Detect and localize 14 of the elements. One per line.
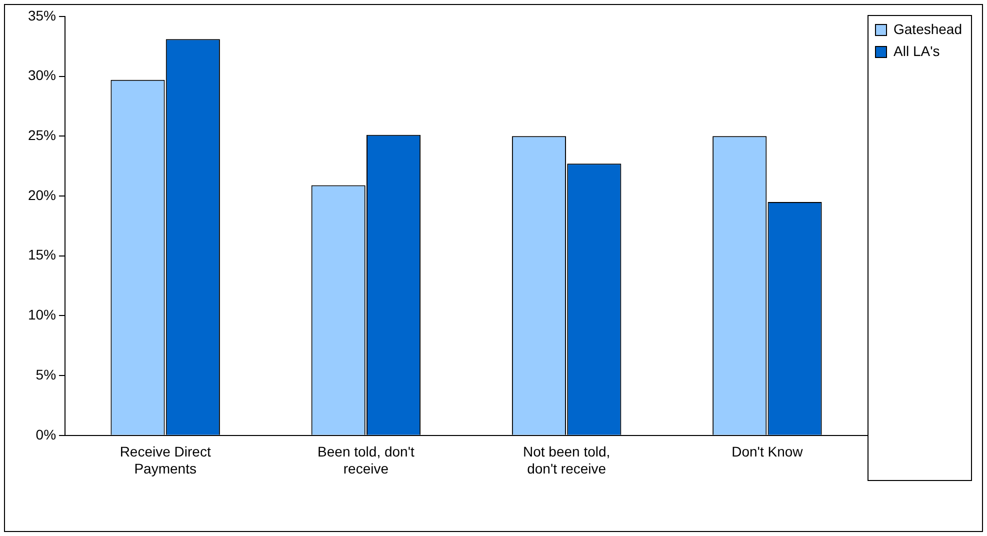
x-tick-label: Don't Know [732, 444, 804, 460]
y-tick-label: 10% [28, 306, 56, 323]
y-tick-label: 30% [28, 67, 56, 84]
y-tick-label: 35% [28, 7, 56, 24]
x-tick-label: Been told, don't receive [318, 444, 414, 476]
legend-label: Gateshead [894, 20, 962, 37]
legend-label: All LA's [894, 42, 940, 59]
y-tick-label: 20% [28, 186, 56, 203]
y-tick-label: 15% [28, 246, 56, 263]
y-tick-label: 25% [28, 126, 56, 143]
y-tick-label: 5% [36, 366, 56, 382]
x-tick-label: Receive Direct Payments [120, 444, 211, 476]
y-tick-label: 0% [36, 426, 56, 442]
x-tick-label: Not been told, don't receive [522, 444, 610, 476]
